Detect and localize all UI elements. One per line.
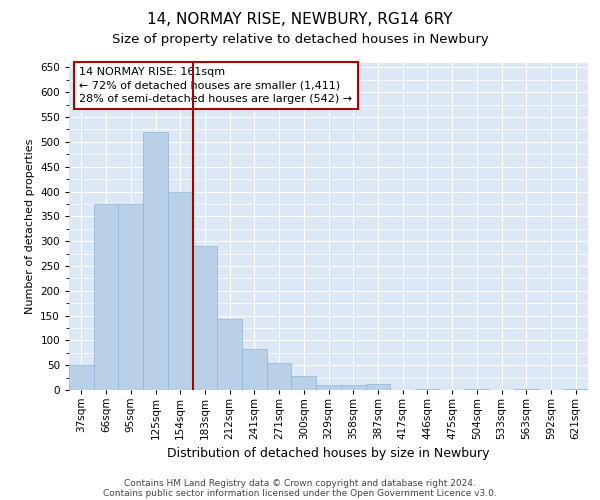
Bar xyxy=(168,192,193,390)
Bar xyxy=(193,246,217,390)
Bar xyxy=(415,388,440,390)
Bar xyxy=(118,204,143,390)
Bar xyxy=(341,385,365,390)
Bar xyxy=(94,204,118,390)
Bar xyxy=(69,365,94,390)
Bar xyxy=(514,388,539,390)
Bar xyxy=(242,350,267,390)
Bar xyxy=(292,376,316,390)
Text: Contains public sector information licensed under the Open Government Licence v3: Contains public sector information licen… xyxy=(103,488,497,498)
Text: 14, NORMAY RISE, NEWBURY, RG14 6RY: 14, NORMAY RISE, NEWBURY, RG14 6RY xyxy=(147,12,453,28)
Text: Contains HM Land Registry data © Crown copyright and database right 2024.: Contains HM Land Registry data © Crown c… xyxy=(124,478,476,488)
Y-axis label: Number of detached properties: Number of detached properties xyxy=(25,138,35,314)
Bar xyxy=(563,388,588,390)
Text: Size of property relative to detached houses in Newbury: Size of property relative to detached ho… xyxy=(112,32,488,46)
Bar xyxy=(464,388,489,390)
Bar xyxy=(365,384,390,390)
Bar xyxy=(267,362,292,390)
Bar xyxy=(217,319,242,390)
Bar xyxy=(143,132,168,390)
Bar xyxy=(316,385,341,390)
X-axis label: Distribution of detached houses by size in Newbury: Distribution of detached houses by size … xyxy=(167,448,490,460)
Text: 14 NORMAY RISE: 161sqm
← 72% of detached houses are smaller (1,411)
28% of semi-: 14 NORMAY RISE: 161sqm ← 72% of detached… xyxy=(79,68,353,104)
